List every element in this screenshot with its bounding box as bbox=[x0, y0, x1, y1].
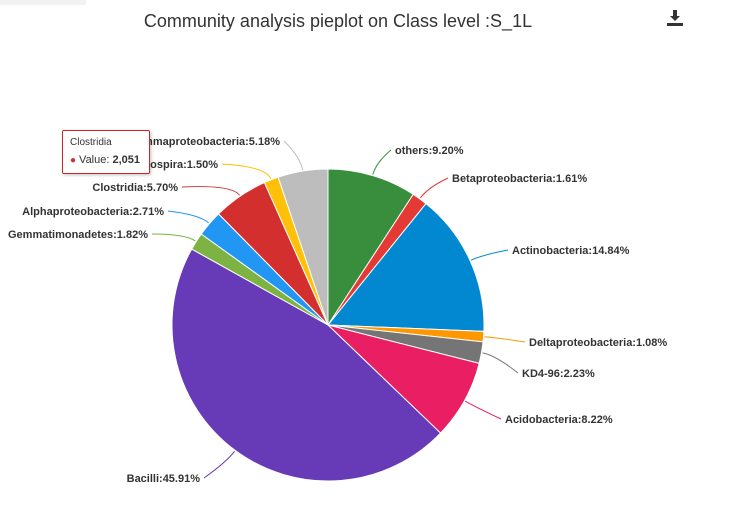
connector-line bbox=[484, 336, 526, 343]
slice-label: Deltaproteobacteria:1.08% bbox=[529, 337, 667, 349]
slice-label: Acidobacteria:8.22% bbox=[505, 414, 613, 426]
pie-slice-bacilli[interactable] bbox=[171, 248, 442, 482]
connector-line bbox=[372, 149, 392, 175]
slice-label: Gemmatimonadetes:1.82% bbox=[8, 229, 148, 241]
download-icon[interactable] bbox=[664, 8, 686, 28]
tooltip-value: 2,051 bbox=[112, 154, 141, 166]
tooltip-dot-icon: ● bbox=[70, 155, 77, 166]
slice-label: Clostridia:5.70% bbox=[92, 182, 178, 194]
slice-label: Nitrospira:1.50% bbox=[131, 159, 218, 171]
top-strip bbox=[0, 0, 86, 5]
slice-label: Actinobacteria:14.84% bbox=[512, 245, 630, 257]
slice-label: Bacilli:45.91% bbox=[127, 473, 201, 485]
tooltip-value-label: Value: bbox=[79, 154, 110, 166]
slice-label: Betaproteobacteria:1.61% bbox=[452, 173, 587, 185]
slice-label: others:9.20% bbox=[395, 145, 464, 157]
pie-slice-others[interactable] bbox=[327, 168, 414, 327]
pie-slice-actinobacteria[interactable] bbox=[326, 202, 485, 332]
tooltip-title: Clostridia bbox=[70, 137, 112, 148]
tooltip: Clostridia ● Value: 2,051 bbox=[62, 130, 150, 174]
slice-label: Gammaproteobacteria:5.18% bbox=[128, 136, 280, 148]
slice-label: KD4-96:2.23% bbox=[522, 368, 595, 380]
connector-line bbox=[482, 352, 519, 374]
connector-line bbox=[419, 177, 449, 199]
connector-line bbox=[151, 233, 196, 242]
connector-line bbox=[221, 163, 272, 180]
connector-line bbox=[167, 210, 210, 224]
connector-line bbox=[203, 450, 236, 479]
slice-label: Alphaproteobacteria:2.71% bbox=[22, 206, 164, 218]
tooltip-value-row: ● Value: 2,051 bbox=[70, 154, 149, 166]
chart-title: Community analysis pieplot on Class leve… bbox=[143, 11, 533, 31]
connector-line bbox=[470, 249, 509, 261]
connector-line bbox=[181, 186, 240, 196]
connector-line bbox=[464, 400, 502, 420]
connector-line bbox=[283, 140, 304, 171]
pie-slice-gammaproteobacteria[interactable] bbox=[277, 168, 329, 326]
